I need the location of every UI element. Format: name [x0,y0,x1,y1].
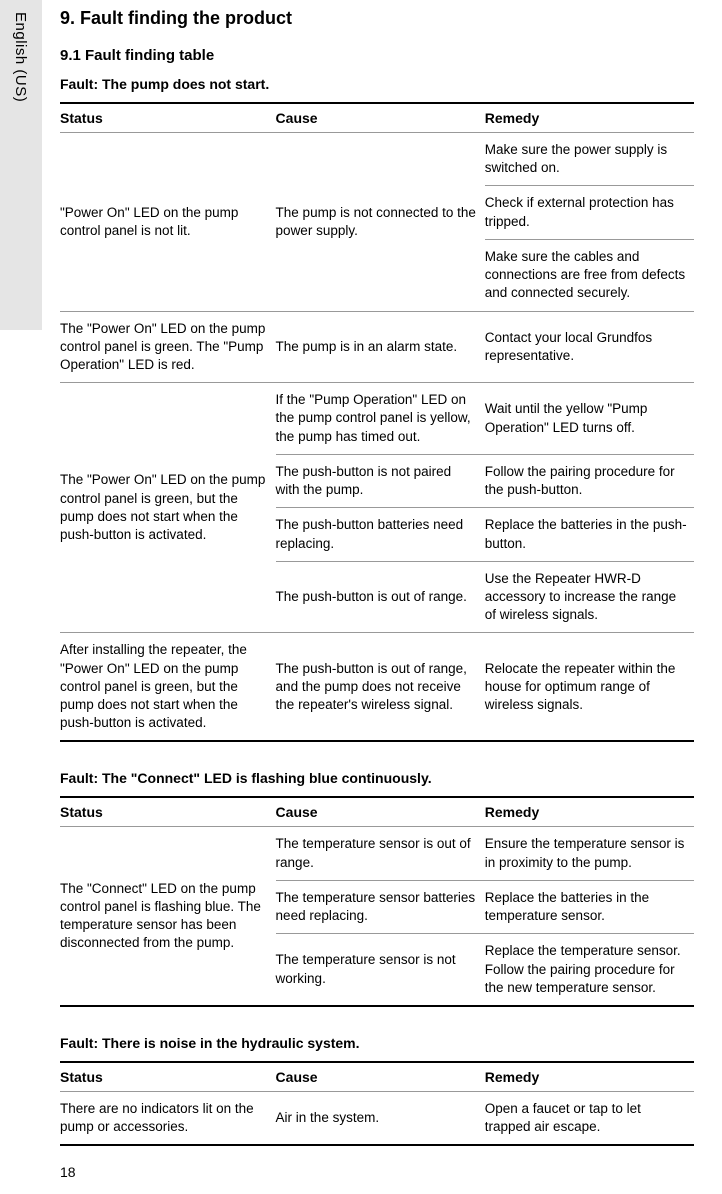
table-row: After installing the repeater, the "Powe… [60,633,694,742]
table-row: The "Connect" LED on the pump control pa… [60,827,694,880]
table-header-row: Status Cause Remedy [60,797,694,827]
cell-cause: The temperature sensor is out of range. [276,827,485,880]
page-content: 9. Fault finding the product 9.1 Fault f… [42,0,722,1194]
cell-remedy: Replace the batteries in the temperature… [485,880,694,933]
header-status: Status [60,797,276,827]
table-header-row: Status Cause Remedy [60,103,694,133]
header-cause: Cause [276,103,485,133]
fault-table-1: Status Cause Remedy "Power On" LED on th… [60,102,694,742]
cell-remedy: Make sure the power supply is switched o… [485,133,694,186]
side-language-label: English (US) [12,12,29,102]
cell-status: There are no indicators lit on the pump … [60,1092,276,1146]
cell-cause: The push-button is out of range, and the… [276,633,485,742]
subsection-heading: 9.1 Fault finding table [60,47,694,64]
header-cause: Cause [276,797,485,827]
cell-cause: The pump is not connected to the power s… [276,133,485,312]
cell-remedy: Follow the pairing procedure for the pus… [485,454,694,507]
table-row: The "Power On" LED on the pump control p… [60,311,694,383]
fault-label: Fault: The pump does not start. [60,76,694,92]
cell-remedy: Contact your local Grundfos representati… [485,311,694,383]
table-row: There are no indicators lit on the pump … [60,1092,694,1146]
cell-cause: The push-button is not paired with the p… [276,454,485,507]
cell-remedy: Replace the temperature sensor. Follow t… [485,934,694,1006]
cell-cause: The push-button is out of range. [276,561,485,633]
cell-status: The "Power On" LED on the pump control p… [60,311,276,383]
cell-cause: If the "Pump Operation" LED on the pump … [276,383,485,455]
cell-cause: Air in the system. [276,1092,485,1146]
cell-remedy: Relocate the repeater within the house f… [485,633,694,742]
fault-label: Fault: There is noise in the hydraulic s… [60,1035,694,1051]
fault-label: Fault: The "Connect" LED is flashing blu… [60,770,694,786]
cell-remedy: Wait until the yellow "Pump Operation" L… [485,383,694,455]
cell-status: After installing the repeater, the "Powe… [60,633,276,742]
header-remedy: Remedy [485,103,694,133]
page-number: 18 [60,1164,76,1180]
cell-cause: The temperature sensor is not working. [276,934,485,1006]
cell-cause: The temperature sensor batteries need re… [276,880,485,933]
cell-remedy: Use the Repeater HWR-D accessory to incr… [485,561,694,633]
cell-remedy: Make sure the cables and connections are… [485,239,694,311]
table-row: "Power On" LED on the pump control panel… [60,133,694,186]
cell-status: The "Power On" LED on the pump control p… [60,383,276,633]
cell-status: The "Connect" LED on the pump control pa… [60,827,276,1006]
cell-cause: The push-button batteries need replacing… [276,508,485,561]
side-language-tab: English (US) [0,0,42,330]
cell-status: "Power On" LED on the pump control panel… [60,133,276,312]
cell-remedy: Ensure the temperature sensor is in prox… [485,827,694,880]
table-header-row: Status Cause Remedy [60,1062,694,1092]
cell-cause: The pump is in an alarm state. [276,311,485,383]
header-remedy: Remedy [485,1062,694,1092]
header-cause: Cause [276,1062,485,1092]
header-remedy: Remedy [485,797,694,827]
fault-table-2: Status Cause Remedy The "Connect" LED on… [60,796,694,1007]
table-row: The "Power On" LED on the pump control p… [60,383,694,455]
fault-table-3: Status Cause Remedy There are no indicat… [60,1061,694,1146]
cell-remedy: Open a faucet or tap to let trapped air … [485,1092,694,1146]
cell-remedy: Replace the batteries in the push-button… [485,508,694,561]
header-status: Status [60,103,276,133]
cell-remedy: Check if external protection has tripped… [485,186,694,239]
header-status: Status [60,1062,276,1092]
section-heading: 9. Fault finding the product [60,8,694,29]
